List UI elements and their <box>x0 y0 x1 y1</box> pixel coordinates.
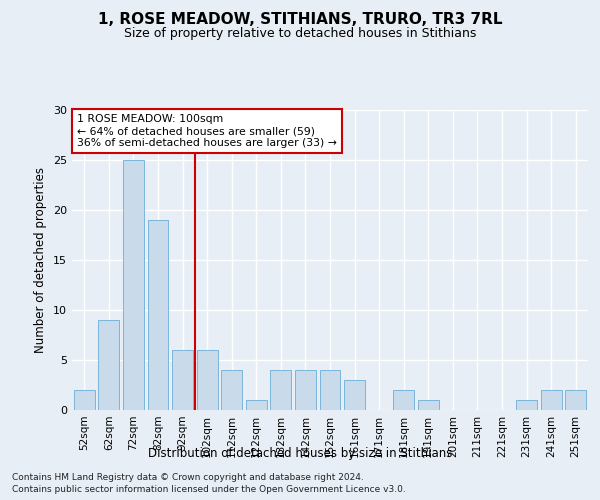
Text: 1, ROSE MEADOW, STITHIANS, TRURO, TR3 7RL: 1, ROSE MEADOW, STITHIANS, TRURO, TR3 7R… <box>98 12 502 28</box>
Bar <box>344 380 365 410</box>
Bar <box>565 390 586 410</box>
Bar <box>221 370 242 410</box>
Bar <box>541 390 562 410</box>
Bar <box>172 350 193 410</box>
Bar <box>516 400 537 410</box>
Text: Size of property relative to detached houses in Stithians: Size of property relative to detached ho… <box>124 28 476 40</box>
Bar <box>197 350 218 410</box>
Y-axis label: Number of detached properties: Number of detached properties <box>34 167 47 353</box>
Bar <box>320 370 340 410</box>
Bar <box>74 390 95 410</box>
Bar <box>98 320 119 410</box>
Bar <box>295 370 316 410</box>
Text: Distribution of detached houses by size in Stithians: Distribution of detached houses by size … <box>148 448 452 460</box>
Bar <box>418 400 439 410</box>
Text: Contains public sector information licensed under the Open Government Licence v3: Contains public sector information licen… <box>12 485 406 494</box>
Bar <box>123 160 144 410</box>
Bar <box>393 390 414 410</box>
Text: 1 ROSE MEADOW: 100sqm
← 64% of detached houses are smaller (59)
36% of semi-deta: 1 ROSE MEADOW: 100sqm ← 64% of detached … <box>77 114 337 148</box>
Text: Contains HM Land Registry data © Crown copyright and database right 2024.: Contains HM Land Registry data © Crown c… <box>12 472 364 482</box>
Bar <box>148 220 169 410</box>
Bar <box>246 400 267 410</box>
Bar <box>271 370 292 410</box>
